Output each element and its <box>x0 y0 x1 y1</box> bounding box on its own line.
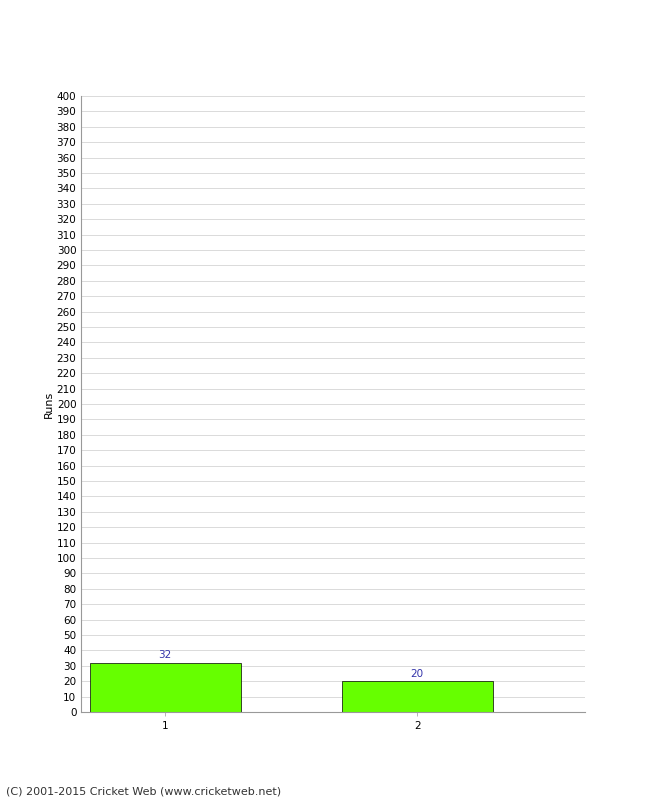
Text: 20: 20 <box>411 669 424 679</box>
Y-axis label: Runs: Runs <box>44 390 54 418</box>
Text: 32: 32 <box>159 650 172 661</box>
Bar <box>341 682 493 712</box>
Text: (C) 2001-2015 Cricket Web (www.cricketweb.net): (C) 2001-2015 Cricket Web (www.cricketwe… <box>6 786 281 796</box>
Bar <box>90 662 240 712</box>
